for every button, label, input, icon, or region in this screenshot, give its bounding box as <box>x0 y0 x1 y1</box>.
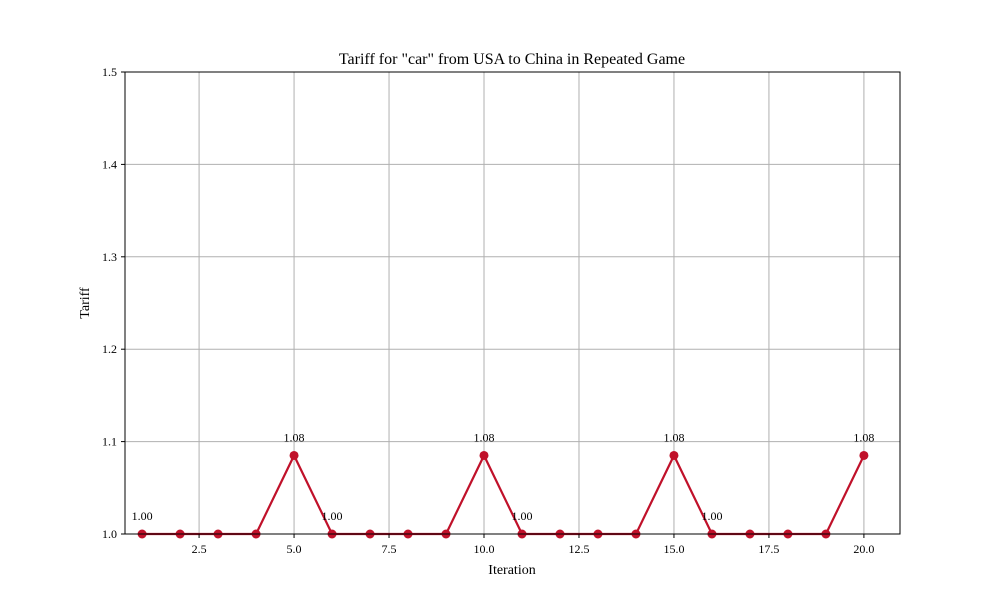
data-label: 1.08 <box>474 430 495 444</box>
data-label: 1.00 <box>701 509 722 523</box>
data-label: 1.00 <box>132 509 153 523</box>
x-tick-label: 17.5 <box>758 542 779 556</box>
data-point <box>289 450 299 460</box>
y-axis-title: Tariff <box>78 287 93 319</box>
x-tick-label: 10.0 <box>474 542 495 556</box>
data-point <box>669 450 679 460</box>
chart-title: Tariff for "car" from USA to China in Re… <box>339 51 685 68</box>
x-tick-label: 12.5 <box>568 542 589 556</box>
x-tick-label: 20.0 <box>853 542 874 556</box>
data-label: 1.00 <box>511 509 532 523</box>
data-point <box>859 450 869 460</box>
data-label: 1.00 <box>322 509 343 523</box>
data-label: 1.08 <box>284 430 305 444</box>
data-point <box>479 450 489 460</box>
y-tick-label: 1.0 <box>102 527 117 541</box>
data-labels: 1.00 1.08 1.00 1.08 1.00 1.08 1.00 1.08 <box>132 430 875 523</box>
x-axis-title: Iteration <box>488 563 535 578</box>
x-tick-label: 7.5 <box>382 542 397 556</box>
y-tick-label: 1.5 <box>102 65 117 79</box>
axes-frame <box>124 71 901 535</box>
axis-ticks: 2.5 5.0 7.5 10.0 12.5 15.0 17.5 20.0 1.0 1.1 1.2 1.… <box>102 65 874 556</box>
y-tick-label: 1.3 <box>102 250 117 264</box>
y-tick-label: 1.2 <box>102 342 117 356</box>
x-tick-label: 5.0 <box>287 542 302 556</box>
y-tick-label: 1.1 <box>102 435 117 449</box>
y-tick-label: 1.4 <box>102 157 117 171</box>
x-tick-label: 15.0 <box>663 542 684 556</box>
x-tick-label: 2.5 <box>192 542 207 556</box>
data-label: 1.08 <box>663 430 684 444</box>
data-label: 1.08 <box>853 430 874 444</box>
axes <box>124 71 901 535</box>
